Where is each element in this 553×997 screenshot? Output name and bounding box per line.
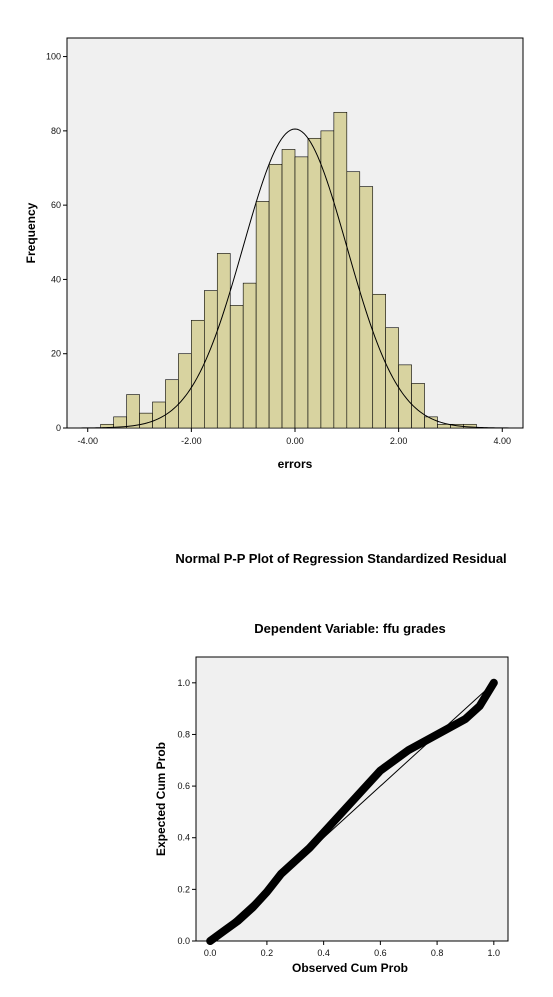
pp-x-label: Observed Cum Prob xyxy=(292,961,408,975)
histogram-y-tick-label: 60 xyxy=(51,200,61,210)
pp-y-tick-label: 0.2 xyxy=(177,884,190,894)
pp-plot-subtitle: Dependent Variable: ffu grades xyxy=(254,621,445,636)
pp-y-tick-label: 0.8 xyxy=(177,729,190,739)
pp-y-label: Expected Cum Prob xyxy=(154,742,168,856)
pp-y-tick-label: 0.6 xyxy=(177,781,190,791)
histogram-bar xyxy=(230,305,243,428)
pp-x-tick-label: 0.2 xyxy=(261,948,274,958)
histogram-bar xyxy=(308,138,321,428)
pp-x-tick-label: 0.0 xyxy=(204,948,217,958)
histogram-bar xyxy=(438,424,451,428)
pp-y-tick-label: 1.0 xyxy=(177,678,190,688)
histogram-y-label: Frequency xyxy=(24,202,38,263)
pp-y-ticks: 0.0 0.2 0.4 0.6 0.8 1.0 xyxy=(177,678,196,946)
histogram-bar xyxy=(282,149,295,428)
histogram-bar xyxy=(321,131,334,428)
histogram-x-tick-label: 4.00 xyxy=(494,436,512,446)
histogram-x-label: errors xyxy=(278,457,313,471)
pp-x-tick-label: 0.8 xyxy=(431,948,444,958)
histogram-x-tick-label: 2.00 xyxy=(390,436,408,446)
pp-x-tick-label: 1.0 xyxy=(488,948,501,958)
histogram-bar xyxy=(191,320,204,428)
pp-y-tick-label: 0.4 xyxy=(177,833,190,843)
histogram-y-ticks: 0 20 40 60 80 100 xyxy=(46,52,67,433)
pp-y-tick-label: 0.0 xyxy=(177,936,190,946)
histogram-x-tick-label: -2.00 xyxy=(181,436,202,446)
histogram-y-tick-label: 80 xyxy=(51,126,61,136)
histogram-y-tick-label: 20 xyxy=(51,349,61,359)
histogram-bar xyxy=(256,201,269,428)
histogram-x-tick-label: 0.00 xyxy=(286,436,304,446)
pp-x-tick-label: 0.4 xyxy=(317,948,330,958)
histogram-x-ticks: -4.00 -2.00 0.00 2.00 4.00 xyxy=(77,428,511,446)
histogram-bar xyxy=(334,112,347,428)
histogram-bar xyxy=(165,380,178,428)
histogram-bar xyxy=(295,157,308,428)
pp-plot-chart: Normal P-P Plot of Regression Standardiz… xyxy=(154,551,508,975)
histogram-bar xyxy=(269,164,282,428)
histogram-bar xyxy=(217,253,230,428)
pp-plot-title: Normal P-P Plot of Regression Standardiz… xyxy=(175,551,506,566)
histogram-bar xyxy=(140,413,153,428)
histogram-bar xyxy=(347,172,360,428)
histogram-chart: -4.00 -2.00 0.00 2.00 4.00 0 20 40 60 80 100 erro… xyxy=(24,38,523,471)
histogram-bar xyxy=(153,402,166,428)
histogram-bar xyxy=(127,395,140,428)
histogram-bar xyxy=(360,187,373,428)
histogram-bar xyxy=(243,283,256,428)
pp-x-tick-label: 0.6 xyxy=(374,948,387,958)
histogram-y-tick-label: 0 xyxy=(56,423,61,433)
histogram-y-tick-label: 40 xyxy=(51,274,61,284)
histogram-bar xyxy=(386,328,399,428)
pp-x-ticks: 0.0 0.2 0.4 0.6 0.8 1.0 xyxy=(204,941,500,958)
histogram-bar xyxy=(373,294,386,428)
histogram-y-tick-label: 100 xyxy=(46,52,61,62)
histogram-x-tick-label: -4.00 xyxy=(77,436,98,446)
